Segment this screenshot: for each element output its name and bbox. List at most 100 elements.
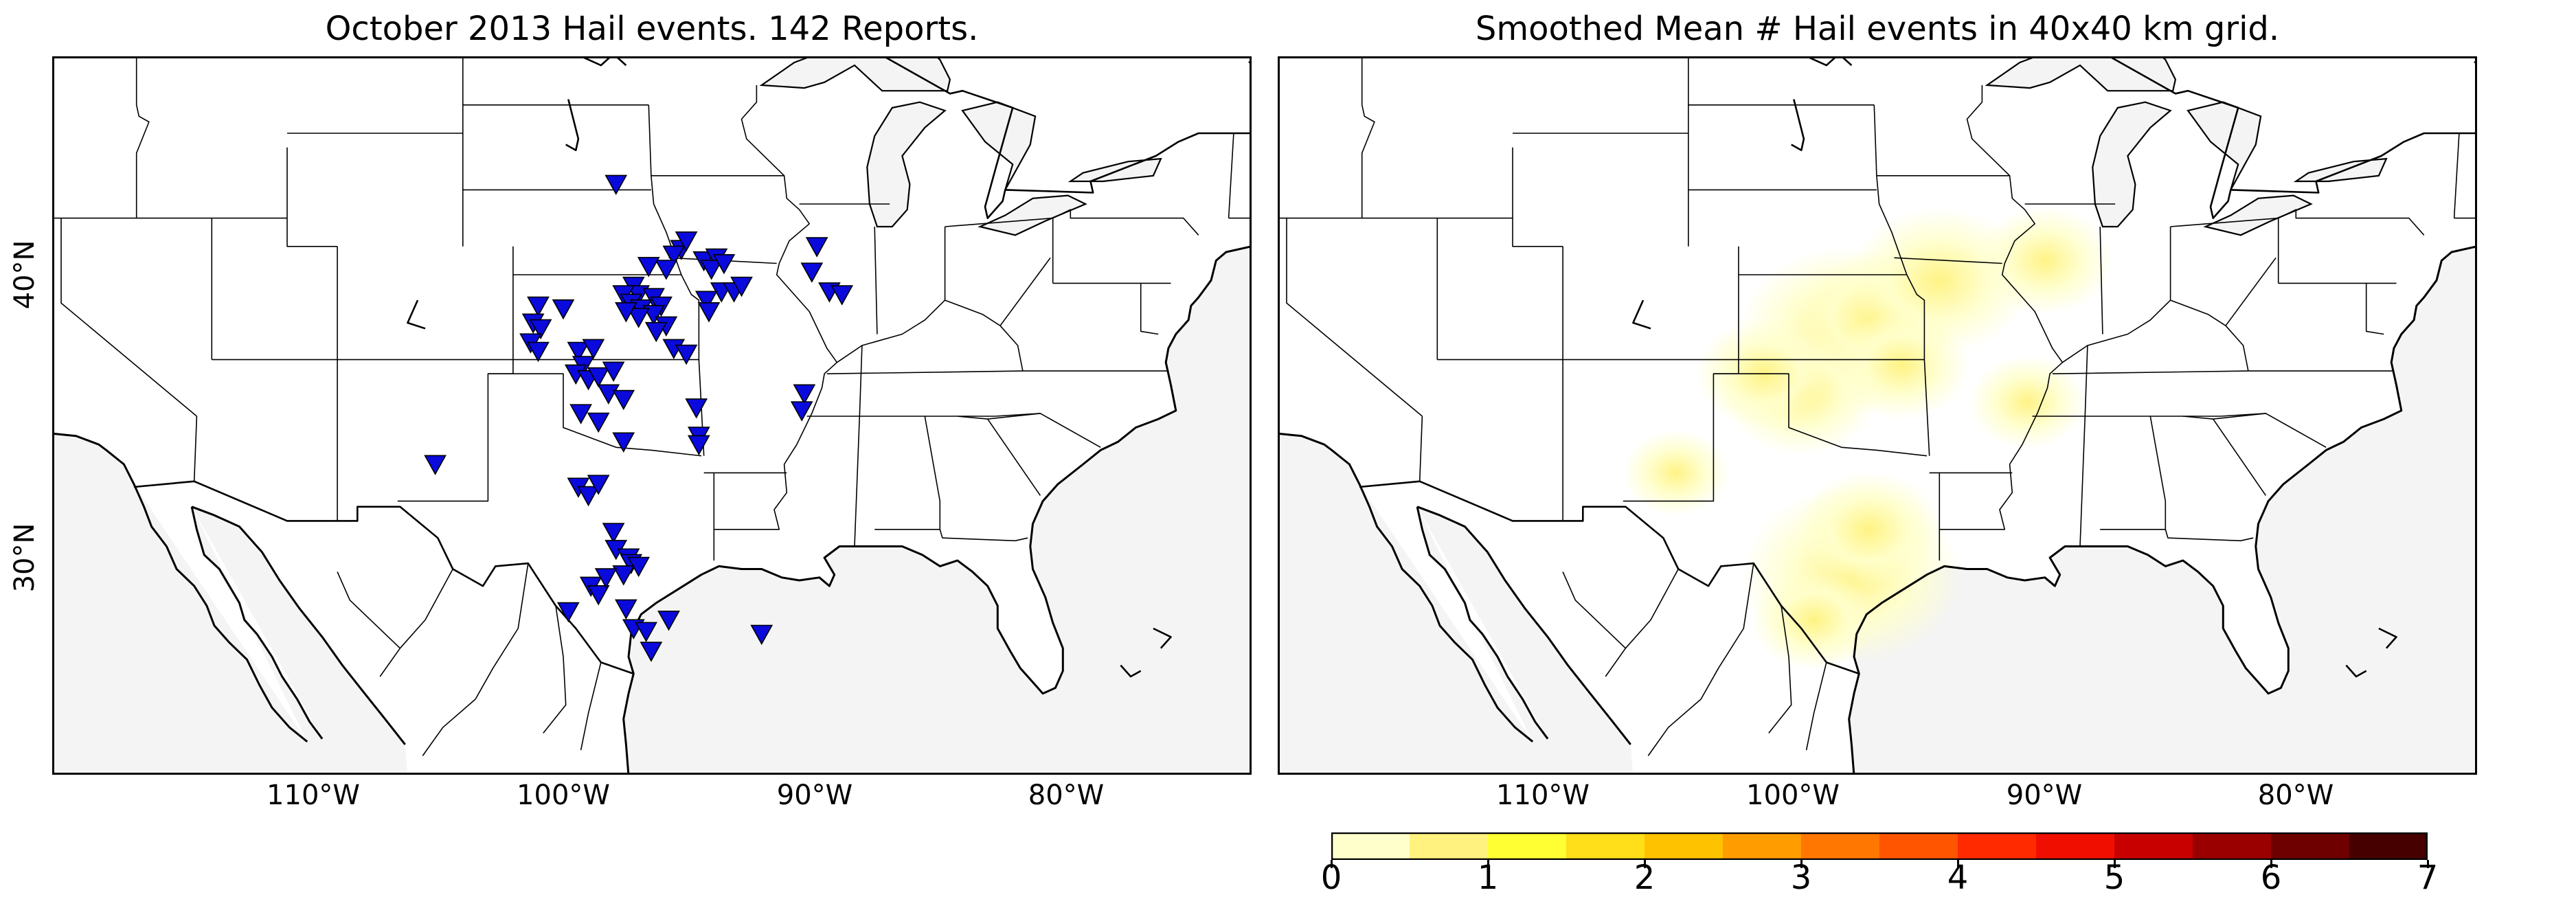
left-coast-fragment-5 (565, 99, 580, 151)
right-coast-fragment-10 (1632, 299, 1651, 330)
right-state-line-36 (2225, 257, 2276, 326)
colorbar-frame (1331, 832, 2428, 860)
hail-report-marker-69 (615, 599, 637, 620)
colorbar-tick-label-1: 1 (1477, 859, 1499, 897)
colorbar-segment-11 (2193, 832, 2272, 860)
left-land (52, 56, 1252, 775)
colorbar-tick-0 (1330, 860, 1333, 868)
hail-report-marker-55 (790, 401, 813, 422)
left-state-line-41 (1228, 217, 1252, 219)
right-state-line-44 (2365, 283, 2384, 335)
hail-report-marker-46 (597, 384, 620, 405)
left-mexico-state-line-1 (475, 563, 529, 700)
right-coast-fragment-5 (1791, 99, 1805, 151)
hail-report-marker-73 (556, 602, 580, 623)
right-state-line-2 (1286, 218, 1423, 417)
left-lake-michigan (866, 101, 947, 228)
colorbar-tick-3 (1800, 860, 1803, 868)
right-frame (1278, 56, 2477, 775)
colorbar-segment-1 (1410, 832, 1489, 860)
right-coast-fragment-9 (2345, 664, 2367, 678)
right-state-line-31 (2170, 217, 2279, 227)
hail-report-marker-45 (602, 361, 625, 382)
right-state-line-33 (2061, 299, 2249, 372)
left-state-line-21 (741, 85, 838, 530)
colorbar-segment-13 (2349, 832, 2428, 860)
hail-report-marker-39 (567, 341, 590, 363)
right-state-line-9 (1419, 416, 1626, 522)
right-lake-superior (1985, 56, 2177, 92)
right-lake-huron (2187, 101, 2262, 190)
colorbar-tick-label-4: 4 (1947, 859, 1969, 897)
colorbar-tick-label-6: 6 (2260, 859, 2282, 897)
hail-report-marker-35 (529, 319, 552, 340)
left-mexico-state-line-3 (580, 662, 602, 751)
density-blob-9 (1834, 311, 1969, 420)
left-canada-border (881, 56, 1252, 219)
colorbar-tick-label-2: 2 (1634, 859, 1656, 897)
hail-report-marker-5 (637, 257, 660, 277)
hail-report-marker-13 (831, 285, 854, 306)
hail-report-marker-32 (675, 344, 698, 365)
density-blob-8 (1977, 206, 2112, 315)
colorbar-tick-label-0: 0 (1320, 859, 1342, 897)
right-coast-fragment-8 (2378, 627, 2397, 649)
left-state-line-34 (1052, 209, 1199, 236)
right-state-line-0 (1361, 56, 1375, 218)
left-coast-fragment-9 (1120, 664, 1142, 678)
hail-density-field (1623, 206, 2112, 670)
left-lake-erie (978, 194, 1087, 236)
left-lake-superior (759, 56, 951, 92)
colorbar-tick-6 (2270, 860, 2272, 868)
right-pacific-coastline (1278, 432, 1534, 742)
colorbar-segment-8 (1958, 832, 2037, 860)
hail-report-marker-49 (587, 412, 610, 433)
left-state-line-36 (999, 257, 1051, 326)
density-blob-6 (1796, 471, 1941, 587)
left-state-line-40 (1228, 133, 1234, 218)
right-state-line-27 (2032, 413, 2266, 417)
colorbar-tick-5 (2113, 860, 2116, 868)
right-map-title: Smoothed Mean # Hail events in 40x40 km … (1475, 10, 2280, 48)
density-blob-11 (1969, 355, 2086, 449)
hail-report-marker-17 (697, 302, 721, 323)
hail-report-marker-54 (793, 384, 816, 405)
colorbar-tick-label-7: 7 (2417, 859, 2439, 897)
left-state-line-0 (135, 56, 150, 218)
density-blob-7 (1751, 569, 1877, 670)
hail-report-marker-10 (805, 237, 828, 258)
hail-report-marker-4 (655, 260, 678, 280)
left-state-line-29 (874, 416, 941, 530)
right-lon-label-100w: 100°W (1746, 780, 1840, 811)
right-canada-border (2107, 56, 2477, 219)
colorbar-segment-7 (1879, 832, 1958, 860)
left-lake-huron (961, 101, 1037, 190)
colorbar-segment-9 (2036, 832, 2115, 860)
lat-label-40n: 40°N (9, 240, 41, 310)
hail-report-marker-47 (612, 389, 635, 411)
lat-label-30n: 30°N (9, 523, 41, 593)
right-state-line-29 (2100, 416, 2167, 530)
left-state-line-37 (939, 529, 1028, 542)
right-state-line-12 (1623, 246, 1739, 502)
left-baja-coastline (190, 506, 324, 740)
hail-report-marker-38 (552, 299, 575, 320)
hail-report-marker-28 (615, 302, 637, 323)
colorbar-segment-6 (1801, 832, 1880, 860)
hail-report-marker-30 (644, 321, 668, 343)
right-state-line-38 (2182, 413, 2327, 448)
left-state-line-33 (836, 299, 1024, 372)
left-coast-fragment-8 (1153, 627, 1172, 649)
colorbar-segment-4 (1645, 832, 1724, 860)
left-lon-label-100w: 100°W (517, 780, 610, 811)
right-state-line-4 (1512, 147, 1563, 247)
hail-report-marker-51 (685, 398, 708, 419)
right-lake-erie (2203, 194, 2313, 236)
hail-report-marker-18 (730, 276, 753, 297)
left-state-line-31 (945, 217, 1053, 227)
hail-report-marker-2 (675, 231, 698, 252)
hail-report-marker-60 (602, 523, 625, 543)
right-state-line-16 (1923, 359, 1930, 456)
left-pacific-coastline (52, 432, 308, 742)
left-mexico-state-line-5 (422, 699, 476, 756)
